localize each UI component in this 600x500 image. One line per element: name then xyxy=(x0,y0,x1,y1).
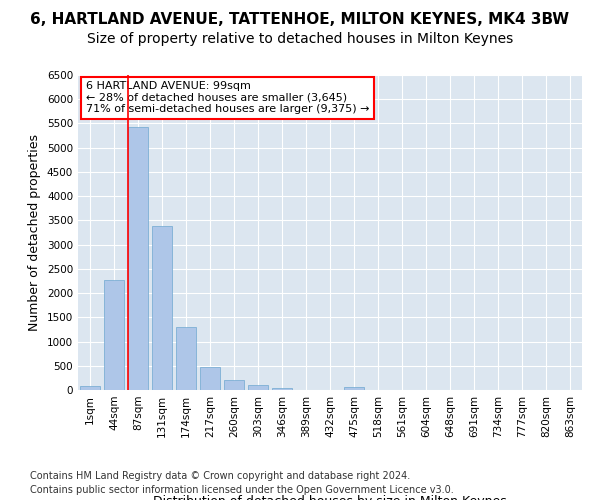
Bar xyxy=(272,388,292,390)
Bar xyxy=(248,385,268,390)
Text: Contains public sector information licensed under the Open Government Licence v3: Contains public sector information licen… xyxy=(30,485,454,495)
Bar xyxy=(344,387,364,390)
Text: Size of property relative to detached houses in Milton Keynes: Size of property relative to detached ho… xyxy=(87,32,513,46)
Bar xyxy=(104,280,124,390)
Bar xyxy=(176,326,196,390)
Text: 6 HARTLAND AVENUE: 99sqm
← 28% of detached houses are smaller (3,645)
71% of sem: 6 HARTLAND AVENUE: 99sqm ← 28% of detach… xyxy=(86,82,369,114)
Bar xyxy=(128,127,148,390)
Bar xyxy=(80,386,100,390)
Bar xyxy=(152,226,172,390)
Bar xyxy=(200,367,220,390)
Bar xyxy=(224,380,244,390)
Y-axis label: Number of detached properties: Number of detached properties xyxy=(28,134,41,331)
Text: 6, HARTLAND AVENUE, TATTENHOE, MILTON KEYNES, MK4 3BW: 6, HARTLAND AVENUE, TATTENHOE, MILTON KE… xyxy=(31,12,569,28)
X-axis label: Distribution of detached houses by size in Milton Keynes: Distribution of detached houses by size … xyxy=(153,496,507,500)
Text: Contains HM Land Registry data © Crown copyright and database right 2024.: Contains HM Land Registry data © Crown c… xyxy=(30,471,410,481)
